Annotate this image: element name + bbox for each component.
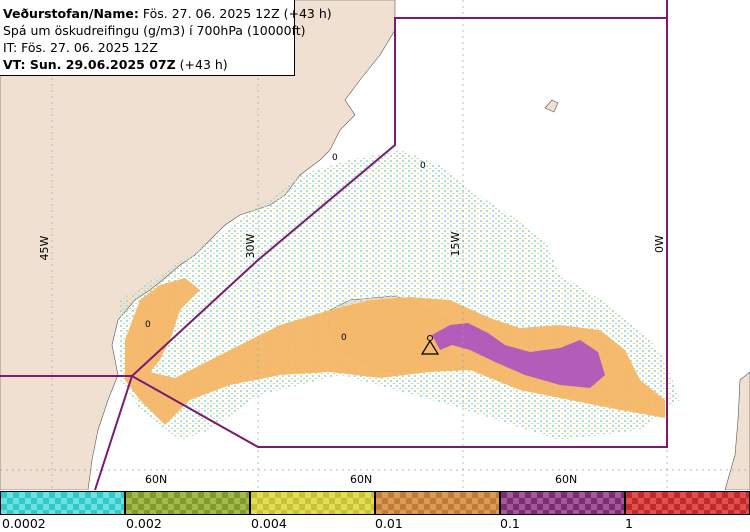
volcano-triangle-icon (420, 335, 440, 355)
legend-tick-3: 0.01 (375, 516, 403, 531)
purple-ash-core (432, 323, 605, 388)
legend-bin-2 (125, 491, 250, 515)
legend-tick-1: 0.002 (126, 516, 162, 531)
lon-label-0w: 0W (653, 235, 666, 253)
legend-bin-3 (250, 491, 375, 515)
forecast-info-box: Veðurstofan/Name: Fös. 27. 06. 2025 12Z … (0, 0, 332, 76)
lat-label-2: 60N (350, 473, 372, 486)
legend-tick-5: 1 (625, 516, 633, 531)
lat-label-3: 60N (555, 473, 577, 486)
legend-tick-0: 0.0002 (2, 516, 46, 531)
contour-label: 0 (341, 333, 347, 343)
contour-label: 0 (332, 153, 338, 163)
legend-tick-2: 0.004 (251, 516, 287, 531)
lat-label-1: 60N (145, 473, 167, 486)
legend-bin-6 (625, 491, 750, 515)
lon-label-45w: 45W (38, 235, 51, 260)
orange-ash-plume (125, 278, 665, 425)
legend-bin-5 (500, 491, 625, 515)
valid-offset: (+43 h) (179, 57, 228, 72)
legend-tick-4: 0.1 (500, 516, 520, 531)
info-line-2: Spá um öskudreifingu (g/m3) í 700hPa (10… (3, 23, 306, 38)
airspace-boundary (0, 0, 668, 491)
lon-label-30w: 30W (244, 233, 257, 258)
valid-time: VT: Sun. 29.06.2025 07Z (3, 57, 176, 72)
info-line-4: VT: Sun. 29.06.2025 07Z (+43 h) (3, 56, 294, 73)
info-line-3: IT: Fös. 27. 06. 2025 12Z (3, 40, 158, 55)
legend-bin-1 (0, 491, 125, 515)
issue-time: Fös. 27. 06. 2025 12Z (+43 h) (142, 6, 332, 21)
contour-label: 0 (145, 320, 151, 330)
greenland-landmass (0, 0, 396, 491)
contour-label: 0 (420, 161, 426, 171)
lon-label-15w: 15W (449, 231, 462, 256)
concentration-legend: 0.0002 0.002 0.004 0.01 0.1 1 (0, 490, 750, 532)
info-line-1: Veðurstofan/Name: Fös. 27. 06. 2025 12Z … (3, 5, 332, 22)
legend-bin-4 (375, 491, 500, 515)
issuer-label: Veðurstofan/Name: (3, 6, 139, 21)
island (544, 99, 559, 113)
